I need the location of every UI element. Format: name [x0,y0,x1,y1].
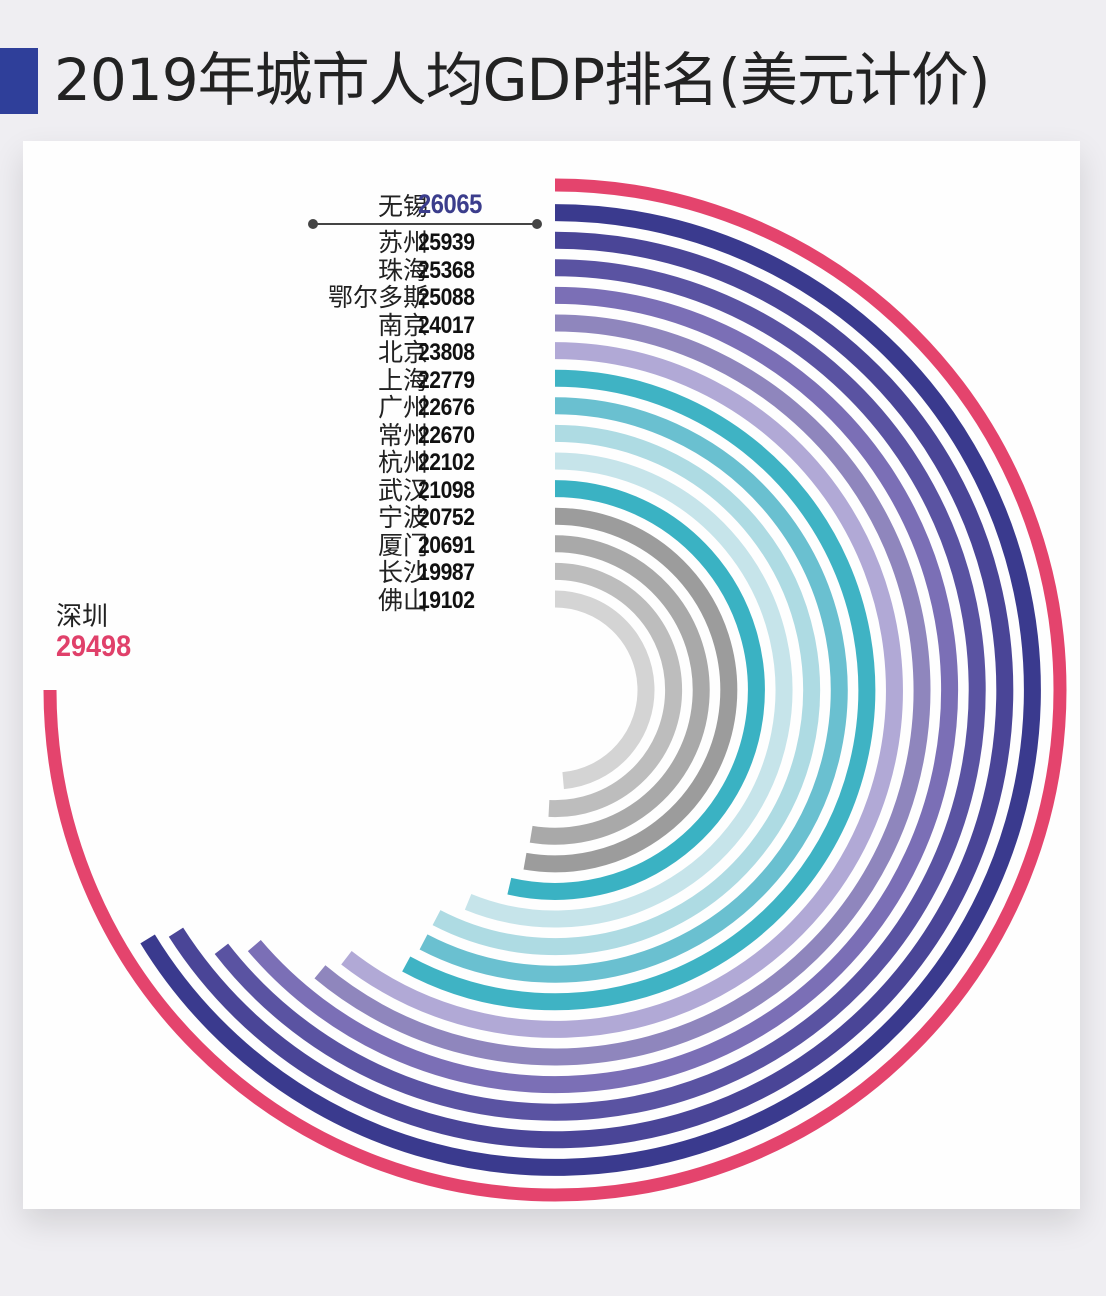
bar-arc-上海 [402,369,876,1011]
label-city: 广州 [377,393,428,422]
label-value: 25939 [418,229,475,256]
label-value: 20691 [418,531,475,559]
label-city: 武汉 [377,475,428,505]
label-city-shenzhen: 深圳 [56,602,109,632]
title-accent-bar [0,48,38,114]
label-value: 25088 [418,284,475,311]
label-value: 22670 [418,421,475,449]
label-value: 19987 [418,559,475,586]
label-value: 22676 [418,394,475,421]
chart-title: 2019年城市人均GDP排名(美元计价) [54,46,990,114]
label-value: 19102 [418,586,475,614]
label-value: 20752 [418,504,475,531]
label-city: 北京 [377,338,428,367]
bar-arc-广州 [419,397,848,983]
label-value: 22102 [418,449,475,476]
label-value-shenzhen: 29498 [56,630,132,663]
label-city: 佛山 [377,585,428,615]
label-city: 南京 [377,310,428,340]
label-city: 常州 [377,420,428,450]
label-city: 上海 [377,365,428,395]
bar-arc-鄂尔多斯 [247,286,959,1094]
label-value: 22779 [418,366,475,394]
bar-arc-珠海 [214,259,986,1121]
label-city-wuxi: 无锡 [377,192,428,221]
bar-arc-宁波 [523,507,738,873]
label-city: 长沙 [377,558,428,587]
label-value-wuxi: 26065 [418,189,482,219]
label-value: 24017 [418,311,475,339]
bar-arc-常州 [432,424,821,956]
label-city: 宁波 [377,503,428,532]
label-city: 鄂尔多斯 [327,283,428,312]
label-city: 杭州 [377,448,428,477]
label-city: 苏州 [377,228,428,257]
bar-arc-无锡 [140,204,1041,1176]
bar-arc-南京 [314,314,931,1066]
divider-line [308,219,542,229]
label-value: 25368 [418,256,475,284]
bar-arc-北京 [341,342,903,1038]
bar-arc-长沙 [548,562,683,818]
bar-arc-苏州 [168,231,1014,1149]
label-city: 珠海 [377,255,428,285]
bar-arc-佛山 [554,590,655,790]
bar-arc-厦门 [529,535,710,845]
label-city: 厦门 [377,530,428,560]
bar-arc-深圳 [43,178,1067,1202]
bar-arc-武汉 [507,480,765,900]
label-value: 21098 [418,476,475,504]
bar-arc-杭州 [464,452,793,928]
label-value: 23808 [418,339,475,366]
